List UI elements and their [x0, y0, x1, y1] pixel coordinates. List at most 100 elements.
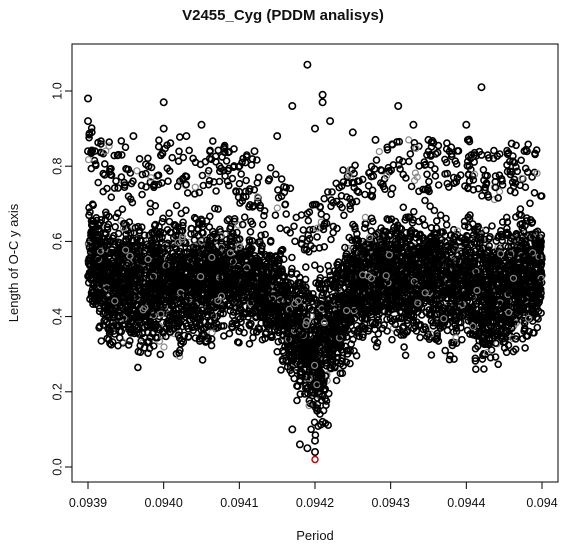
data-point — [121, 143, 130, 151]
data-point — [307, 425, 315, 434]
data-point — [509, 347, 518, 356]
data-point — [277, 175, 286, 183]
data-point — [254, 197, 262, 206]
data-point — [372, 156, 381, 164]
data-point — [360, 224, 369, 232]
data-point — [427, 351, 436, 359]
data-point — [361, 213, 369, 221]
data-point — [389, 324, 398, 332]
data-point — [128, 198, 137, 207]
data-point — [191, 183, 199, 191]
data-point — [442, 214, 450, 223]
data-point — [528, 173, 536, 181]
data-point — [135, 330, 143, 338]
data-point — [159, 332, 167, 340]
data-point — [416, 333, 424, 342]
data-point — [290, 222, 298, 231]
data-point — [265, 175, 274, 183]
data-point — [282, 210, 291, 218]
data-point — [320, 243, 329, 251]
data-point — [253, 156, 261, 164]
data-point — [156, 350, 165, 359]
data-point — [495, 171, 504, 179]
data-point — [204, 166, 213, 175]
data-point — [219, 309, 227, 318]
data-point — [327, 235, 335, 244]
data-point — [316, 265, 325, 274]
data-point — [297, 211, 306, 219]
data-point — [183, 189, 192, 197]
data-point — [155, 136, 163, 144]
data-point — [339, 166, 347, 174]
data-point — [491, 353, 500, 361]
data-point — [168, 153, 176, 162]
data-point — [523, 168, 532, 176]
data-point — [86, 208, 94, 216]
data-point — [301, 263, 310, 271]
data-point — [260, 211, 268, 220]
points-layer — [84, 124, 546, 439]
data-point — [491, 172, 500, 180]
data-point — [508, 178, 517, 186]
data-point — [485, 234, 493, 243]
data-point — [490, 146, 498, 155]
data-point — [452, 160, 461, 168]
data-point — [340, 211, 348, 220]
data-point — [234, 221, 242, 229]
data-point — [240, 213, 249, 221]
data-point — [512, 163, 520, 171]
data-point — [364, 182, 373, 190]
data-point — [246, 228, 255, 236]
chart-title: V2455_Cyg (PDDM analisys) — [182, 7, 384, 24]
data-point — [130, 329, 139, 338]
data-point — [383, 327, 391, 335]
data-point — [154, 142, 163, 151]
data-point — [271, 211, 280, 219]
data-point — [144, 154, 152, 163]
data-point — [135, 155, 144, 163]
data-point — [288, 364, 296, 372]
data-point — [329, 228, 338, 237]
data-point — [395, 137, 404, 146]
data-point — [249, 328, 258, 336]
data-point — [154, 180, 163, 189]
data-point — [225, 302, 233, 310]
data-point — [94, 178, 102, 187]
data-point — [114, 209, 122, 218]
data-point — [308, 201, 317, 209]
data-point — [434, 141, 443, 150]
data-point — [107, 193, 116, 201]
data-point — [137, 181, 146, 190]
data-point — [104, 220, 113, 229]
data-point — [375, 148, 383, 156]
data-point — [246, 321, 254, 330]
data-point — [493, 152, 502, 160]
data-point — [526, 199, 534, 208]
data-point — [105, 212, 113, 221]
data-point — [209, 137, 217, 145]
data-point — [185, 146, 193, 155]
data-point — [503, 218, 512, 226]
data-point — [427, 224, 436, 232]
data-point — [333, 197, 341, 206]
data-point — [214, 205, 222, 213]
data-point — [430, 206, 439, 215]
data-point — [95, 304, 104, 313]
data-point — [235, 179, 244, 188]
data-point — [134, 363, 142, 372]
data-point — [485, 242, 494, 250]
data-point — [372, 342, 381, 351]
data-point — [434, 181, 443, 189]
data-point — [421, 196, 429, 205]
data-point — [310, 261, 319, 270]
data-point — [242, 176, 250, 185]
data-point — [522, 214, 531, 222]
data-point — [521, 344, 529, 352]
data-point — [177, 209, 186, 218]
data-point — [126, 337, 134, 345]
data-point — [114, 184, 122, 192]
data-point — [198, 356, 207, 364]
data-point — [142, 169, 150, 178]
data-point — [230, 145, 238, 153]
data-point — [494, 360, 503, 369]
